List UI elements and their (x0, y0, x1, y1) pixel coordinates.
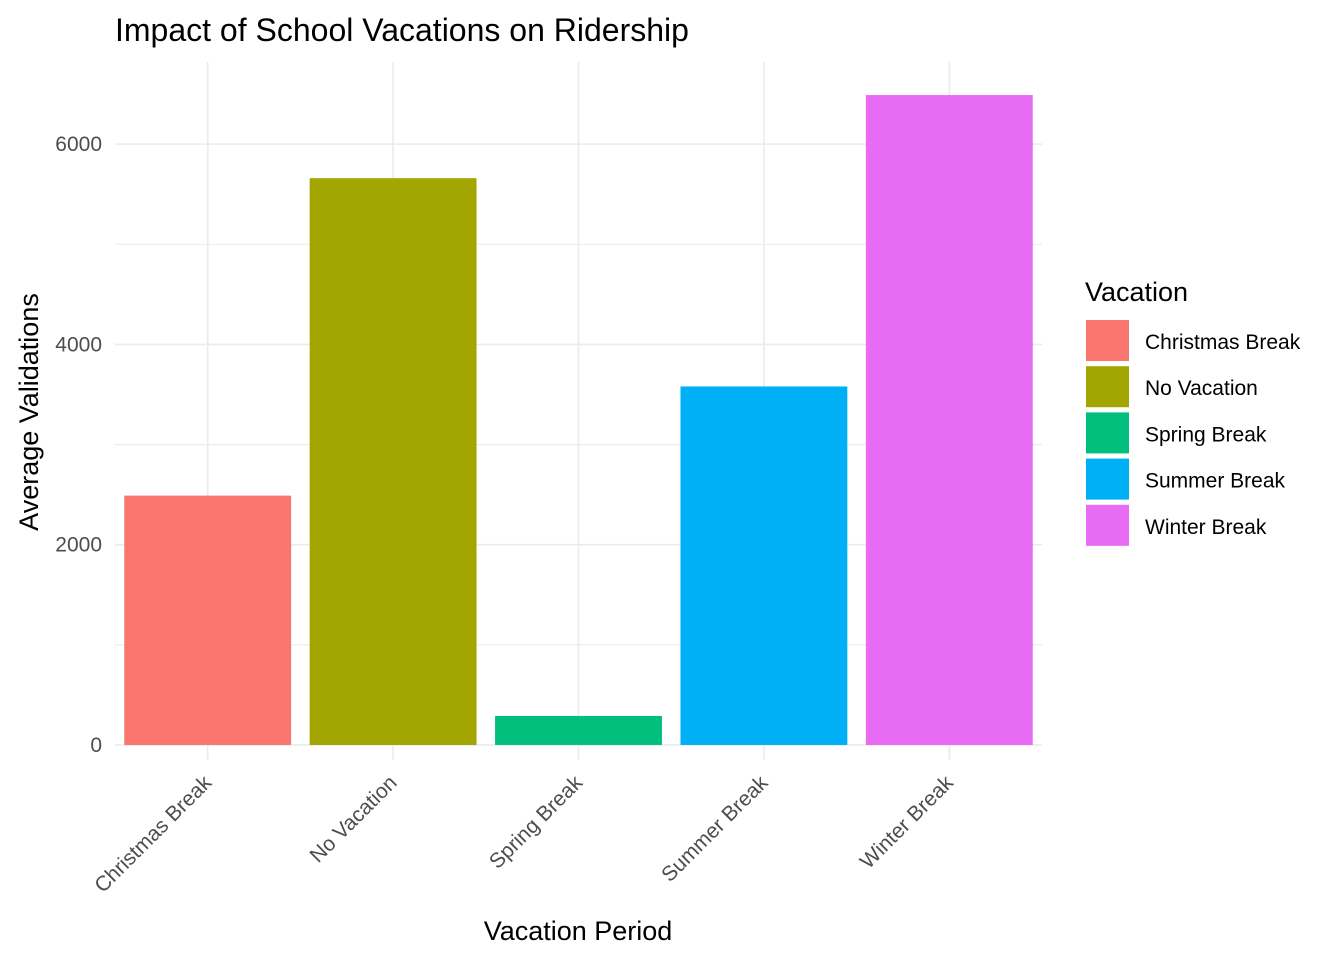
plot-area: 0 2000 4000 6000 Christmas Break No Vacation… (55, 62, 1042, 897)
x-axis-title: Vacation Period (484, 916, 673, 946)
y-tick-label: 6000 (55, 133, 102, 156)
legend-label: Winter Break (1145, 516, 1267, 539)
y-axis-ticks: 0 2000 4000 6000 (55, 133, 102, 757)
legend-swatch (1086, 320, 1129, 361)
chart-title: Impact of School Vacations on Ridership (115, 12, 689, 48)
bar-spring-break (495, 715, 662, 745)
bars (124, 95, 1033, 745)
legend-title: Vacation (1085, 277, 1188, 307)
bar-christmas-break (124, 495, 292, 745)
legend: Vacation Christmas Break No Vacation Sprin… (1085, 277, 1301, 546)
legend-swatch (1086, 412, 1129, 454)
legend-label: Summer Break (1145, 470, 1286, 493)
legend-label: Christmas Break (1145, 331, 1301, 354)
bar-winter-break (865, 95, 1033, 745)
legend-swatch (1086, 366, 1129, 408)
x-axis-ticks: Christmas Break No Vacation Spring Break Su… (90, 771, 958, 897)
y-tick-label: 2000 (55, 534, 102, 557)
legend-label: Spring Break (1145, 423, 1267, 446)
legend-items: Christmas Break No Vacation Spring Break Su… (1086, 320, 1301, 546)
x-tick-label: Spring Break (485, 771, 587, 873)
y-axis-title: Average Validations (14, 293, 44, 531)
bar-summer-break (680, 386, 848, 745)
bar-no-vacation (309, 178, 477, 745)
y-tick-label: 0 (90, 734, 102, 757)
legend-label: No Vacation (1145, 377, 1258, 400)
x-tick-label: Christmas Break (90, 771, 216, 897)
x-tick-label: No Vacation (306, 771, 402, 867)
x-tick-label: Summer Break (657, 771, 773, 887)
legend-swatch (1086, 458, 1129, 500)
x-tick-label: Winter Break (856, 771, 958, 873)
y-tick-label: 4000 (55, 333, 102, 356)
legend-swatch (1086, 504, 1129, 546)
